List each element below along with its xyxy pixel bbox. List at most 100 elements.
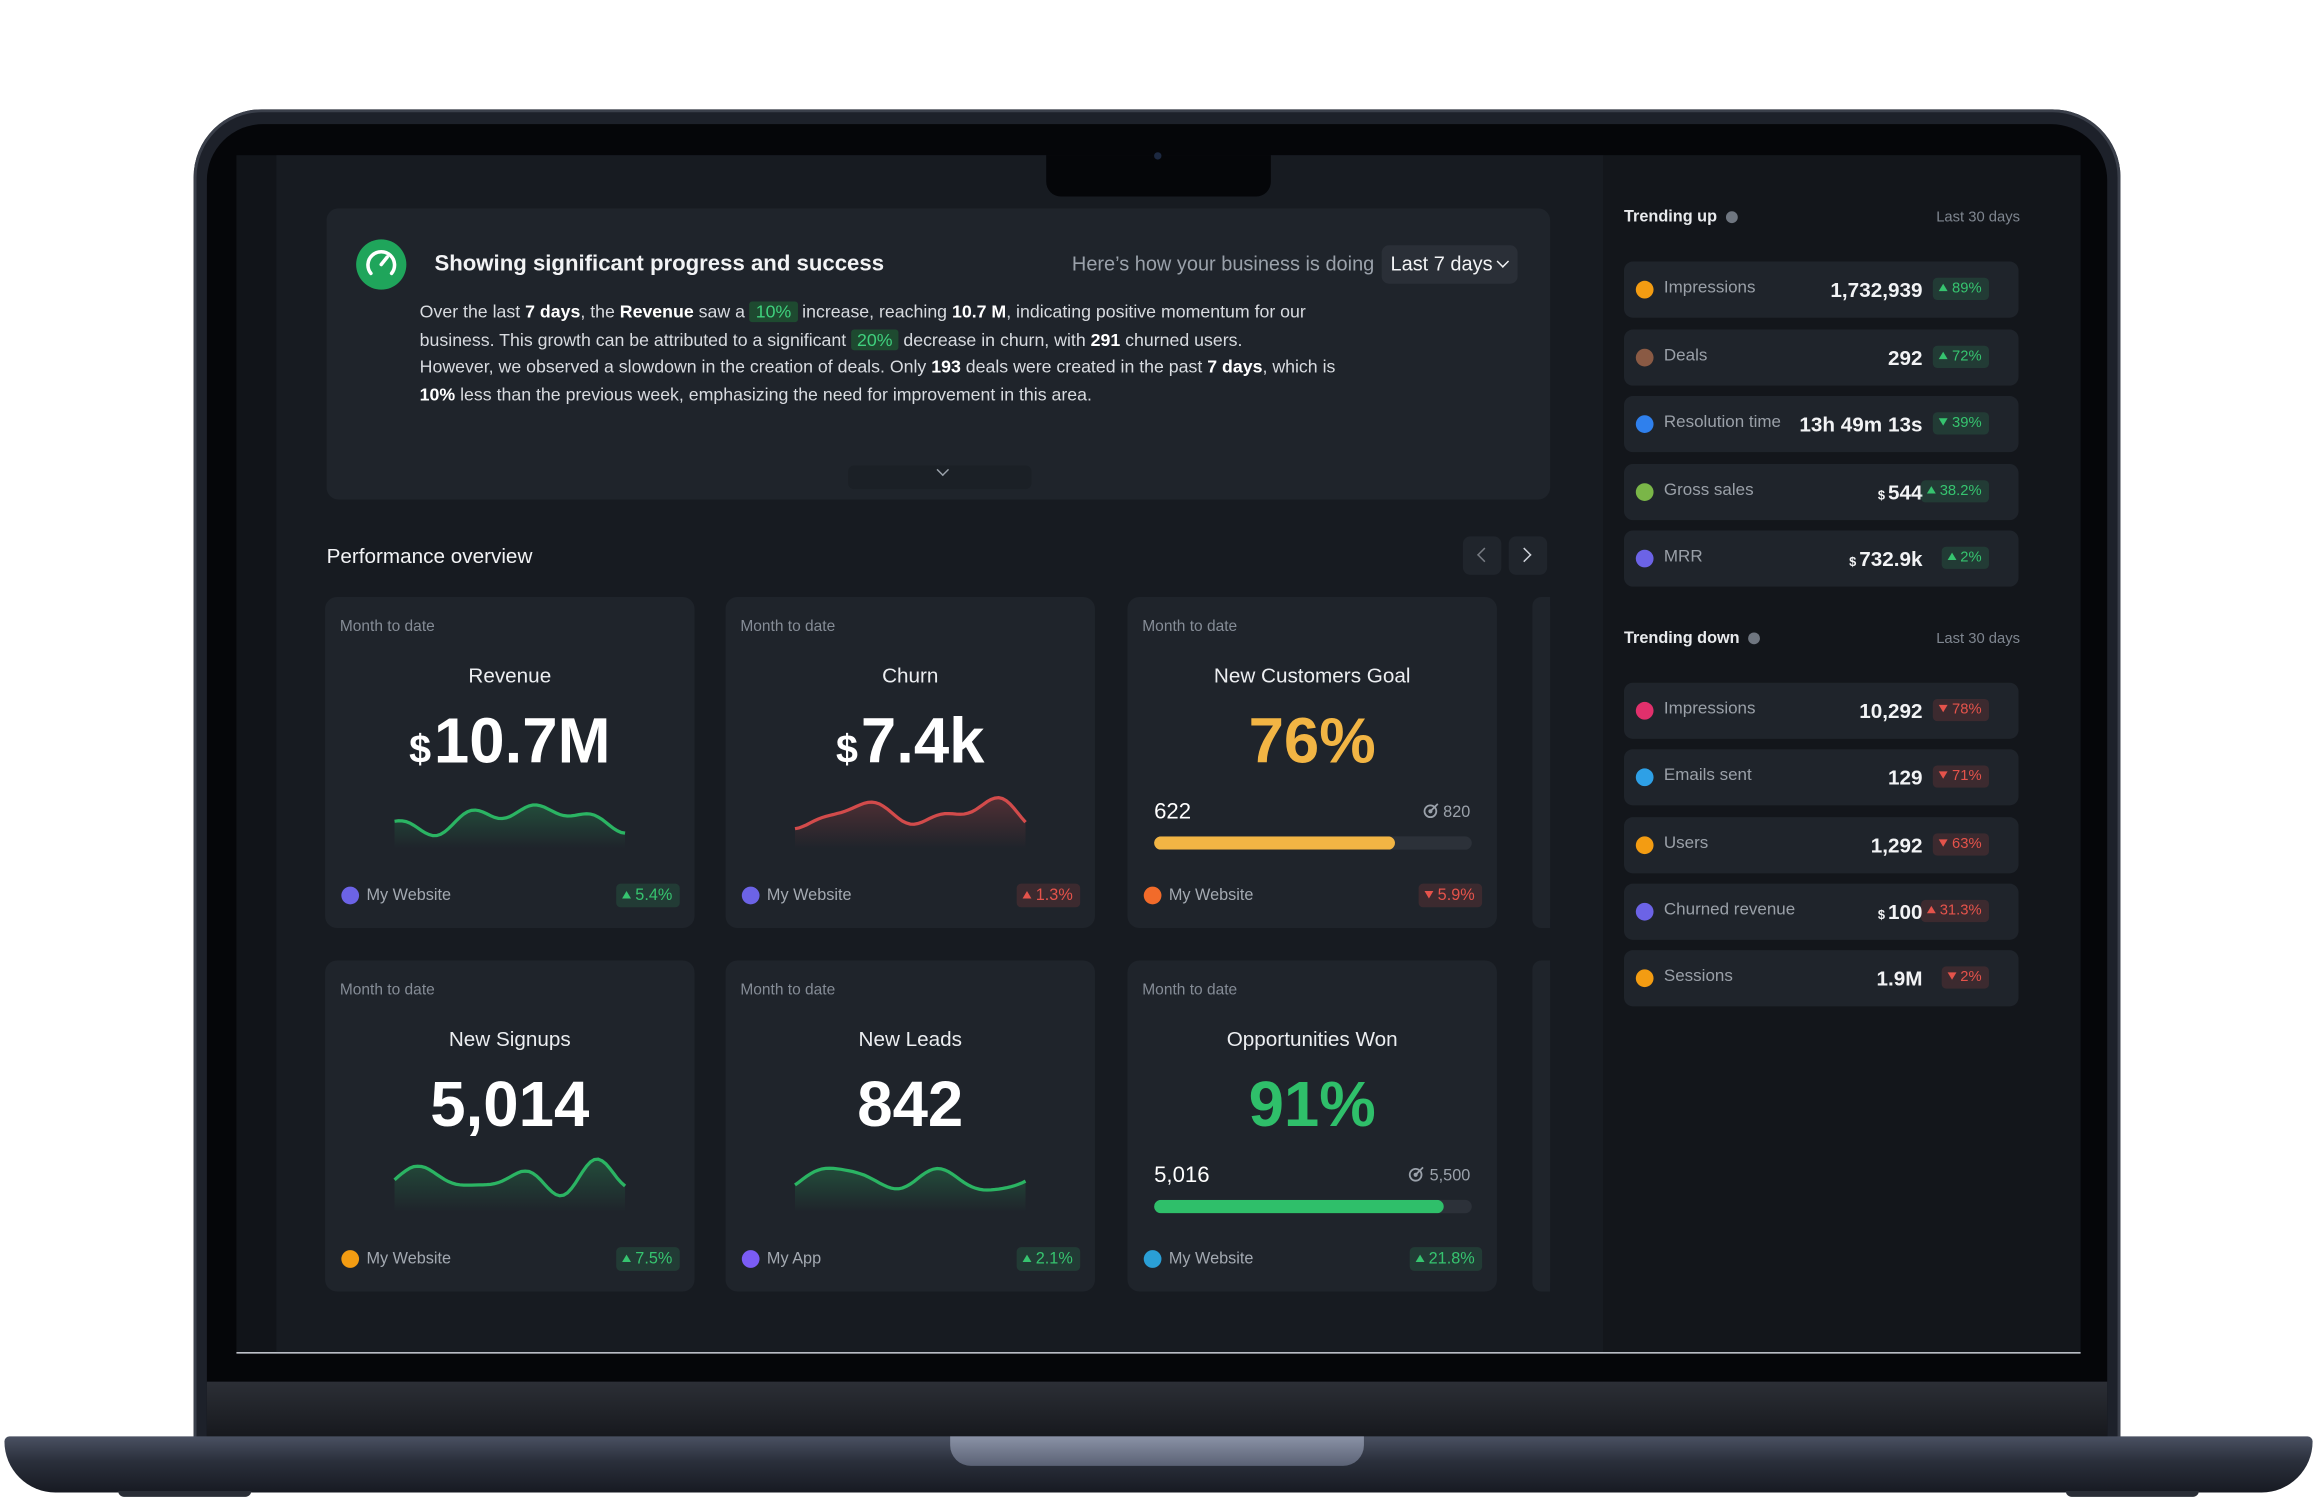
camera-notch (1046, 155, 1271, 197)
goal-label: 820 (1443, 803, 1471, 822)
metric-value: 129 (1888, 766, 1923, 790)
metric-name: Sessions (1663, 968, 1733, 986)
value: 544 (1887, 479, 1923, 504)
sparkline (794, 1166, 1027, 1212)
card-period: Month to date (1142, 617, 1238, 636)
summary-text: Over the last 7 days, the Revenue saw a … (420, 298, 1351, 407)
section-title: Trending down (1623, 629, 1761, 648)
prev-button[interactable] (1462, 536, 1502, 575)
title-text: Trending down (1623, 629, 1740, 648)
trend-arrow (621, 1254, 631, 1262)
section-period: Last 30 days (1936, 209, 2021, 227)
trend-arrow (1938, 283, 1948, 292)
metric-name: Resolution time (1663, 413, 1782, 432)
value: 10,292 (1859, 698, 1923, 723)
trend-arrow (1022, 1254, 1032, 1262)
metric-value: 1,292 (1871, 833, 1923, 857)
sparkline-area (795, 797, 1026, 849)
change-badge: 89% (1932, 277, 1989, 300)
metric-value: 292 (1888, 345, 1923, 369)
trend-arrow (1926, 905, 1936, 914)
metric-name: Gross sales (1663, 480, 1754, 499)
progress-fill (1154, 1199, 1444, 1214)
card-period: Month to date (740, 617, 836, 636)
change-value: 71% (1952, 768, 1982, 786)
metric-card: Month to date Opportunities Won 91% 5,016 5,… (1127, 960, 1497, 1292)
change-badge: 78% (1932, 698, 1989, 722)
metric-row: MRR $732.9k 2% (1623, 530, 2019, 587)
bold-text: 10% (419, 383, 456, 405)
progress-track (1154, 836, 1472, 850)
section-title: Performance overview (326, 543, 533, 568)
source-icon (1143, 1250, 1162, 1268)
currency: $ (1877, 486, 1886, 502)
text: deals were created in the past (960, 356, 1208, 377)
expand-button[interactable] (848, 463, 1032, 490)
goal-label: 5,500 (1429, 1167, 1471, 1186)
source-icon (341, 1250, 360, 1268)
text: churned users. (1120, 328, 1243, 350)
card-title: Revenue (468, 663, 552, 688)
card-title: New Leads (858, 1027, 963, 1051)
metric-name: Deals (1663, 346, 1708, 365)
change-badge: 39% (1932, 412, 1989, 435)
metric-icon (1635, 835, 1654, 854)
metric-value: $732.9k (1849, 547, 1922, 571)
change-value: 63% (1952, 835, 1982, 853)
currency: $ (835, 727, 858, 772)
card-title: Opportunities Won (1226, 1027, 1398, 1051)
value: 1,292 (1870, 832, 1923, 857)
laptop-foot (2065, 1490, 2199, 1497)
target-icon (1409, 1166, 1425, 1182)
trend-arrow (1415, 1254, 1425, 1262)
progress-track (1154, 1199, 1472, 1214)
metric-name: Impressions (1663, 700, 1756, 719)
metric-row: Churned revenue $100 31.3% (1623, 883, 2019, 940)
title-text: Trending up (1623, 208, 1718, 227)
sparkline-area (795, 1168, 1026, 1212)
sparkline-line (794, 1166, 1027, 1192)
next-button[interactable] (1508, 536, 1548, 575)
trend-arrow (1938, 704, 1948, 713)
currency: $ (1877, 907, 1886, 922)
metric-value: 76% (1127, 700, 1496, 783)
sparkline-area (394, 805, 626, 849)
goal-value: 5,500 (1409, 1166, 1470, 1185)
currency: $ (409, 727, 431, 772)
text: decrease in churn, with (898, 328, 1091, 350)
metric-name: MRR (1663, 548, 1703, 566)
bold-text: 291 (1090, 328, 1121, 350)
source-name: My Website (766, 886, 852, 905)
laptop-foot (118, 1490, 252, 1497)
period-dropdown[interactable]: Last 7 days (1381, 245, 1518, 284)
metric-value: 13h 49m 13s (1799, 412, 1922, 436)
change-value: 5.9% (1437, 886, 1475, 905)
gauge-icon (366, 249, 397, 276)
metric-card: Month to date New Leads 842 My App 2.1% (725, 960, 1095, 1292)
source-name: My App (766, 1250, 822, 1268)
metric-icon (1635, 768, 1654, 787)
metric-icon (1635, 549, 1654, 568)
section-title: Trending up (1624, 208, 1738, 226)
trend-arrow (1946, 972, 1956, 980)
currency: $ (1849, 554, 1857, 569)
progress-fill (1154, 836, 1396, 850)
metric-icon (1635, 969, 1654, 988)
metric-row: Sessions 1.9M 2% (1623, 950, 2019, 1007)
trend-arrow (1938, 838, 1948, 847)
metric-value: $7.4k (726, 700, 1095, 790)
bold-text: 7 days (1207, 356, 1263, 377)
source-icon (741, 886, 760, 905)
metric-icon (1635, 415, 1654, 433)
value: 7.4k (860, 706, 985, 778)
value: 76% (1248, 706, 1376, 778)
source-name: My Website (366, 886, 452, 905)
metric-icon (1635, 902, 1654, 921)
sparkline (393, 1157, 627, 1212)
metric-card: Month to date Revenue $10.7M My Website 5.4% (325, 596, 695, 928)
metric-row: Users 1,292 63% (1623, 816, 2019, 873)
change-badge: 63% (1932, 832, 1989, 855)
metric-icon (1635, 347, 1654, 366)
source-name: My Website (1168, 1250, 1254, 1268)
